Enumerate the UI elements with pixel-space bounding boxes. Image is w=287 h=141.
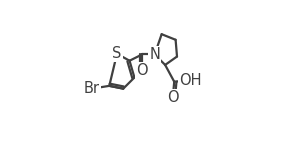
Text: Br: Br: [84, 81, 100, 96]
Text: N: N: [149, 47, 160, 62]
Text: O: O: [167, 90, 179, 105]
Text: S: S: [112, 46, 122, 61]
Text: O: O: [136, 63, 148, 78]
Text: OH: OH: [179, 73, 201, 88]
